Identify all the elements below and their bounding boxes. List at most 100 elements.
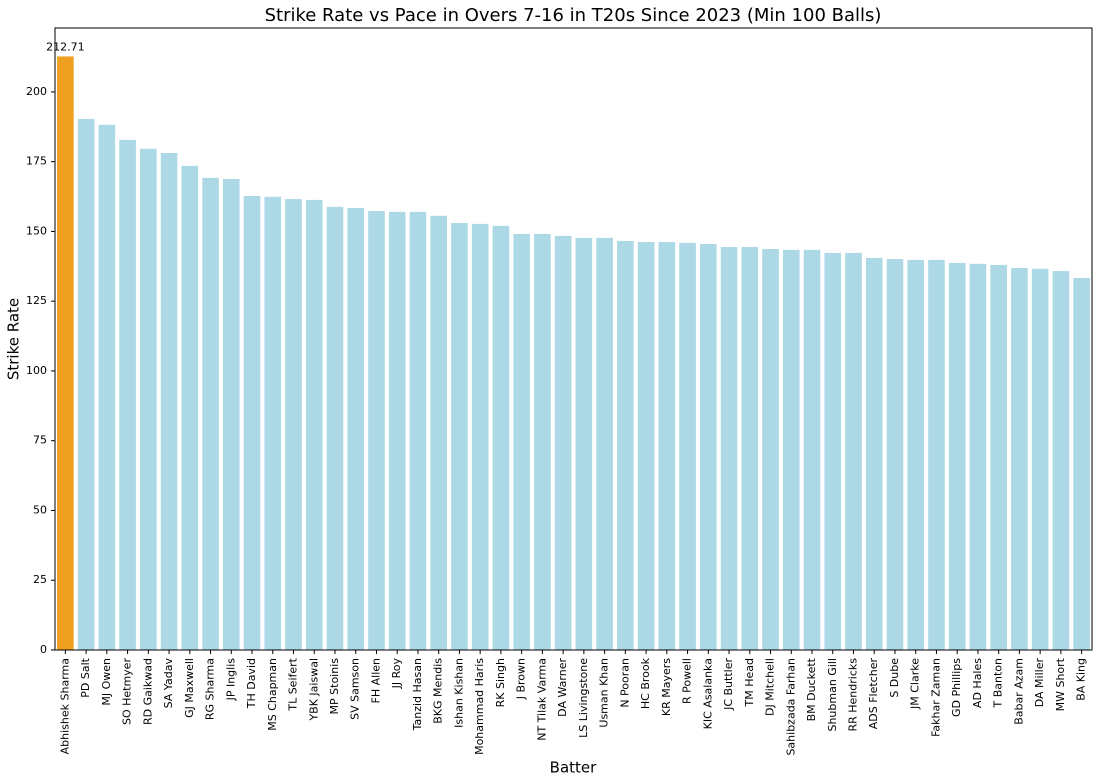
bar xyxy=(637,242,655,650)
bar xyxy=(181,165,199,650)
bar xyxy=(990,264,1007,650)
x-tick-label: Ishan Kishan xyxy=(452,658,465,728)
bar xyxy=(679,242,696,650)
x-tick-label: TH David xyxy=(245,658,258,709)
bar xyxy=(1073,278,1090,650)
x-tick-label: J Brown xyxy=(515,658,528,700)
bar xyxy=(658,242,676,650)
x-tick-label: S Dube xyxy=(888,658,901,698)
bar xyxy=(243,195,261,651)
x-tick-label: LS Livingstone xyxy=(577,658,590,738)
y-tick-label: 25 xyxy=(33,573,47,586)
x-tick-label: MP Stoinis xyxy=(328,658,341,715)
bar xyxy=(865,257,883,650)
bar xyxy=(845,252,862,651)
bar xyxy=(554,235,572,651)
plot-frame xyxy=(54,27,1093,651)
x-tick-label: RG Sharma xyxy=(204,658,217,720)
x-tick-label: SO Hetmyer xyxy=(121,658,134,725)
x-tick-label: RR Hendricks xyxy=(846,658,859,732)
y-tick-label: 150 xyxy=(26,224,47,237)
x-tick-label: HC Brook xyxy=(639,657,652,709)
bar xyxy=(700,243,717,650)
x-tick-label: JJ Roy xyxy=(390,658,403,690)
bar xyxy=(782,249,800,650)
y-axis-label: Strike Rate xyxy=(5,298,23,380)
x-tick-label: PD Salt xyxy=(79,657,92,697)
x-tick-label: Usman Khan xyxy=(598,658,611,728)
x-tick-label: SV Samson xyxy=(349,658,362,720)
bar xyxy=(886,259,904,650)
x-tick-label: FH Allen xyxy=(369,658,382,704)
bar xyxy=(222,178,240,650)
bar xyxy=(57,56,74,651)
x-tick-label: KIC Asalanka xyxy=(701,658,714,729)
x-tick-label: JC Buttler xyxy=(722,658,735,711)
bar xyxy=(720,247,738,650)
x-tick-label: BM Duckett xyxy=(805,657,818,721)
bar xyxy=(1031,268,1049,650)
bar xyxy=(803,249,821,650)
x-tick-label: MW Short xyxy=(1054,657,1067,711)
bar xyxy=(160,153,178,650)
bar xyxy=(948,262,966,650)
bar xyxy=(969,263,987,650)
x-tick-label: N Pooran xyxy=(618,658,631,708)
bar xyxy=(824,252,842,651)
bar xyxy=(409,211,427,650)
x-tick-label: Sahibzada Farhan xyxy=(784,658,797,756)
x-tick-label: JP Inglis xyxy=(224,658,237,702)
x-tick-label: Fakhar Zaman xyxy=(929,658,942,737)
bar xyxy=(451,223,468,650)
x-tick-label: YBK Jaiswal xyxy=(307,658,320,722)
y-tick-label: 200 xyxy=(26,85,47,98)
x-tick-label: BKG Mendis xyxy=(432,658,445,724)
x-tick-label: TL Seifert xyxy=(287,657,300,711)
x-tick-label: R Powell xyxy=(681,658,694,704)
y-tick-label: 100 xyxy=(26,364,47,377)
x-tick-label: GD Phillips xyxy=(950,658,963,717)
bar xyxy=(1011,267,1028,650)
bar xyxy=(347,207,365,650)
x-tick-label: DJ Mitchell xyxy=(764,658,777,716)
y-tick-label: 75 xyxy=(33,434,47,447)
x-tick-label: DA Miller xyxy=(1033,658,1046,708)
bar xyxy=(119,139,136,650)
bar xyxy=(617,240,634,650)
x-tick-label: MS Chapman xyxy=(266,658,279,731)
bar xyxy=(140,148,157,650)
data-label: 212.71 xyxy=(46,40,85,53)
bar xyxy=(492,225,510,650)
bar xyxy=(907,259,925,650)
x-tick-label: RD Gaikwad xyxy=(141,658,154,725)
x-tick-label: MJ Owen xyxy=(100,658,113,706)
x-tick-label: JM Clarke xyxy=(909,658,922,710)
bar xyxy=(928,259,945,650)
x-tick-label: RK Singh xyxy=(494,658,507,707)
bar xyxy=(762,249,779,651)
x-tick-label: Babar Azam xyxy=(1012,658,1025,725)
y-tick-label: 0 xyxy=(40,643,47,656)
x-tick-label: NT Tilak Varma xyxy=(535,658,548,741)
x-tick-label: Tanzid Hasan xyxy=(411,658,424,731)
bar xyxy=(596,237,613,650)
bar xyxy=(264,196,282,650)
bar xyxy=(285,199,302,650)
x-tick-label: T Banton xyxy=(992,658,1005,709)
bar xyxy=(388,211,406,650)
x-tick-label: SA Yadav xyxy=(162,658,175,709)
bar xyxy=(534,233,551,650)
x-tick-label: AD Hales xyxy=(971,658,984,708)
x-axis-label: Batter xyxy=(550,759,597,777)
y-tick-label: 175 xyxy=(26,155,47,168)
x-tick-label: GJ Maxwell xyxy=(183,658,196,718)
bar xyxy=(202,177,219,651)
bar xyxy=(1052,271,1070,650)
x-tick-label: Shubman Gill xyxy=(826,658,839,732)
chart-title: Strike Rate vs Pace in Overs 7-16 in T20… xyxy=(265,5,882,26)
x-tick-label: Mohammad Haris xyxy=(473,658,486,755)
bar xyxy=(77,118,95,650)
y-tick-label: 125 xyxy=(26,294,47,307)
bar xyxy=(741,247,759,650)
